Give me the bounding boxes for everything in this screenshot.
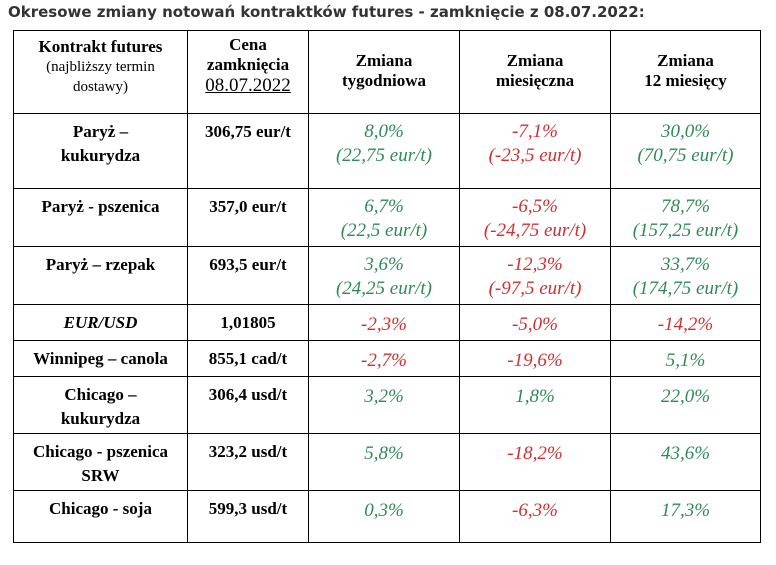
contract-name-line2: kukurydza	[60, 146, 141, 165]
closing-price: 323,2 usd/t	[187, 433, 309, 491]
header-monthly: Zmiana miesięczna	[459, 30, 611, 114]
weekly-change-amount: (22,5 eur/t)	[340, 220, 428, 241]
header-contract: Kontrakt futures (najbliższy termin dost…	[13, 30, 188, 114]
weekly-change: -2,7%	[308, 340, 460, 377]
weekly-change: 5,8%	[308, 433, 460, 491]
closing-price: 855,1 cad/t	[187, 340, 309, 377]
monthly-change: -6,5% (-24,75 eur/t)	[459, 188, 611, 247]
header-price-line2: zamknięcia	[206, 55, 290, 74]
weekly-change: 3,6% (24,25 eur/t)	[308, 246, 460, 305]
header-monthly-line1: Zmiana	[506, 51, 564, 70]
yearly-change-percent: 78,7%	[660, 196, 711, 217]
header-price-date: 08.07.2022	[205, 75, 291, 96]
table-row: Chicago – kukurydza 306,4 usd/t 3,2% 1,8…	[13, 376, 761, 434]
yearly-change-percent: 33,7%	[660, 254, 711, 275]
contract-name: Chicago - pszenica	[32, 442, 169, 461]
contract-name-cell: Chicago - pszenica SRW	[13, 433, 188, 491]
page-title: Okresowe zmiany notowań kontraktków futu…	[8, 3, 645, 21]
closing-price: 1,01805	[187, 304, 309, 341]
table-row: Paryż - pszenica 357,0 eur/t 6,7% (22,5 …	[13, 188, 761, 247]
contract-name: Paryż –	[72, 122, 129, 141]
contract-name-cell: Chicago – kukurydza	[13, 376, 188, 434]
weekly-change: 8,0% (22,75 eur/t)	[308, 113, 460, 189]
yearly-change-amount: (70,75 eur/t)	[637, 145, 734, 166]
contract-name: Winnipeg – canola	[13, 340, 188, 377]
closing-price: 599,3 usd/t	[187, 490, 309, 543]
monthly-change: 1,8%	[459, 376, 611, 434]
yearly-change-percent: 30,0%	[660, 121, 711, 142]
monthly-change-percent: -7,1%	[512, 121, 558, 142]
header-contract-title: Kontrakt futures	[38, 37, 163, 56]
closing-price: 693,5 eur/t	[187, 246, 309, 305]
weekly-change-percent: 8,0%	[364, 121, 404, 142]
header-yearly-line1: Zmiana	[657, 51, 714, 70]
weekly-change-percent: 3,6%	[364, 254, 404, 275]
weekly-change: 6,7% (22,5 eur/t)	[308, 188, 460, 247]
yearly-change: 30,0% (70,75 eur/t)	[610, 113, 761, 189]
yearly-change: -14,2%	[610, 304, 761, 341]
monthly-change-amount: (-24,75 eur/t)	[483, 220, 587, 241]
yearly-change-amount: (157,25 eur/t)	[632, 220, 739, 241]
weekly-change: 3,2%	[308, 376, 460, 434]
monthly-change-amount: (-97,5 eur/t)	[488, 278, 582, 299]
weekly-change-amount: (22,75 eur/t)	[335, 145, 433, 166]
closing-price: 306,4 usd/t	[187, 376, 309, 434]
monthly-change: -5,0%	[459, 304, 611, 341]
table-row: Paryż – kukurydza 306,75 eur/t 8,0% (22,…	[13, 113, 761, 189]
header-weekly: Zmiana tygodniowa	[308, 30, 460, 114]
contract-name: EUR/USD	[13, 304, 188, 341]
header-price-line1: Cena	[229, 35, 267, 54]
yearly-change-amount: (174,75 eur/t)	[632, 278, 739, 299]
monthly-change: -6,3%	[459, 490, 611, 543]
header-contract-note-2: dostawy)	[73, 79, 128, 95]
header-yearly-line2: 12 miesięcy	[644, 71, 727, 90]
contract-name: Chicago - soja	[13, 490, 188, 543]
contract-name: Chicago –	[64, 385, 137, 404]
table-row: Paryż – rzepak 693,5 eur/t 3,6% (24,25 e…	[13, 246, 761, 305]
weekly-change-amount: (24,25 eur/t)	[335, 278, 433, 299]
header-weekly-line2: tygodniowa	[341, 71, 427, 90]
header-price: Cena zamknięcia 08.07.2022	[187, 30, 309, 114]
futures-table: Kontrakt futures (najbliższy termin dost…	[13, 30, 761, 543]
monthly-change: -12,3% (-97,5 eur/t)	[459, 246, 611, 305]
table-header-row: Kontrakt futures (najbliższy termin dost…	[13, 30, 761, 114]
header-yearly: Zmiana 12 miesięcy	[610, 30, 761, 114]
monthly-change-percent: -6,5%	[512, 196, 558, 217]
monthly-change: -18,2%	[459, 433, 611, 491]
yearly-change: 17,3%	[610, 490, 761, 543]
contract-name-cell: Paryż – kukurydza	[13, 113, 188, 189]
weekly-change: 0,3%	[308, 490, 460, 543]
contract-name-line2: kukurydza	[60, 409, 141, 428]
monthly-change-amount: (-23,5 eur/t)	[488, 145, 582, 166]
table-row: EUR/USD 1,01805 -2,3% -5,0% -14,2%	[13, 304, 761, 341]
yearly-change: 33,7% (174,75 eur/t)	[610, 246, 761, 305]
header-monthly-line2: miesięczna	[495, 71, 575, 90]
closing-price: 357,0 eur/t	[187, 188, 309, 247]
monthly-change-percent: -12,3%	[507, 254, 563, 275]
monthly-change: -19,6%	[459, 340, 611, 377]
contract-name: Paryż - pszenica	[13, 188, 188, 247]
yearly-change: 22,0%	[610, 376, 761, 434]
table-row: Chicago - soja 599,3 usd/t 0,3% -6,3% 17…	[13, 490, 761, 543]
header-weekly-line1: Zmiana	[355, 51, 413, 70]
closing-price: 306,75 eur/t	[187, 113, 309, 189]
weekly-change: -2,3%	[308, 304, 460, 341]
weekly-change-percent: 6,7%	[364, 196, 404, 217]
table-row: Chicago - pszenica SRW 323,2 usd/t 5,8% …	[13, 433, 761, 491]
yearly-change: 43,6%	[610, 433, 761, 491]
contract-name-line2: SRW	[81, 466, 120, 485]
yearly-change: 5,1%	[610, 340, 761, 377]
yearly-change: 78,7% (157,25 eur/t)	[610, 188, 761, 247]
table-row: Winnipeg – canola 855,1 cad/t -2,7% -19,…	[13, 340, 761, 377]
header-contract-note: (najbliższy termin	[46, 59, 155, 75]
contract-name: Paryż – rzepak	[13, 246, 188, 305]
monthly-change: -7,1% (-23,5 eur/t)	[459, 113, 611, 189]
